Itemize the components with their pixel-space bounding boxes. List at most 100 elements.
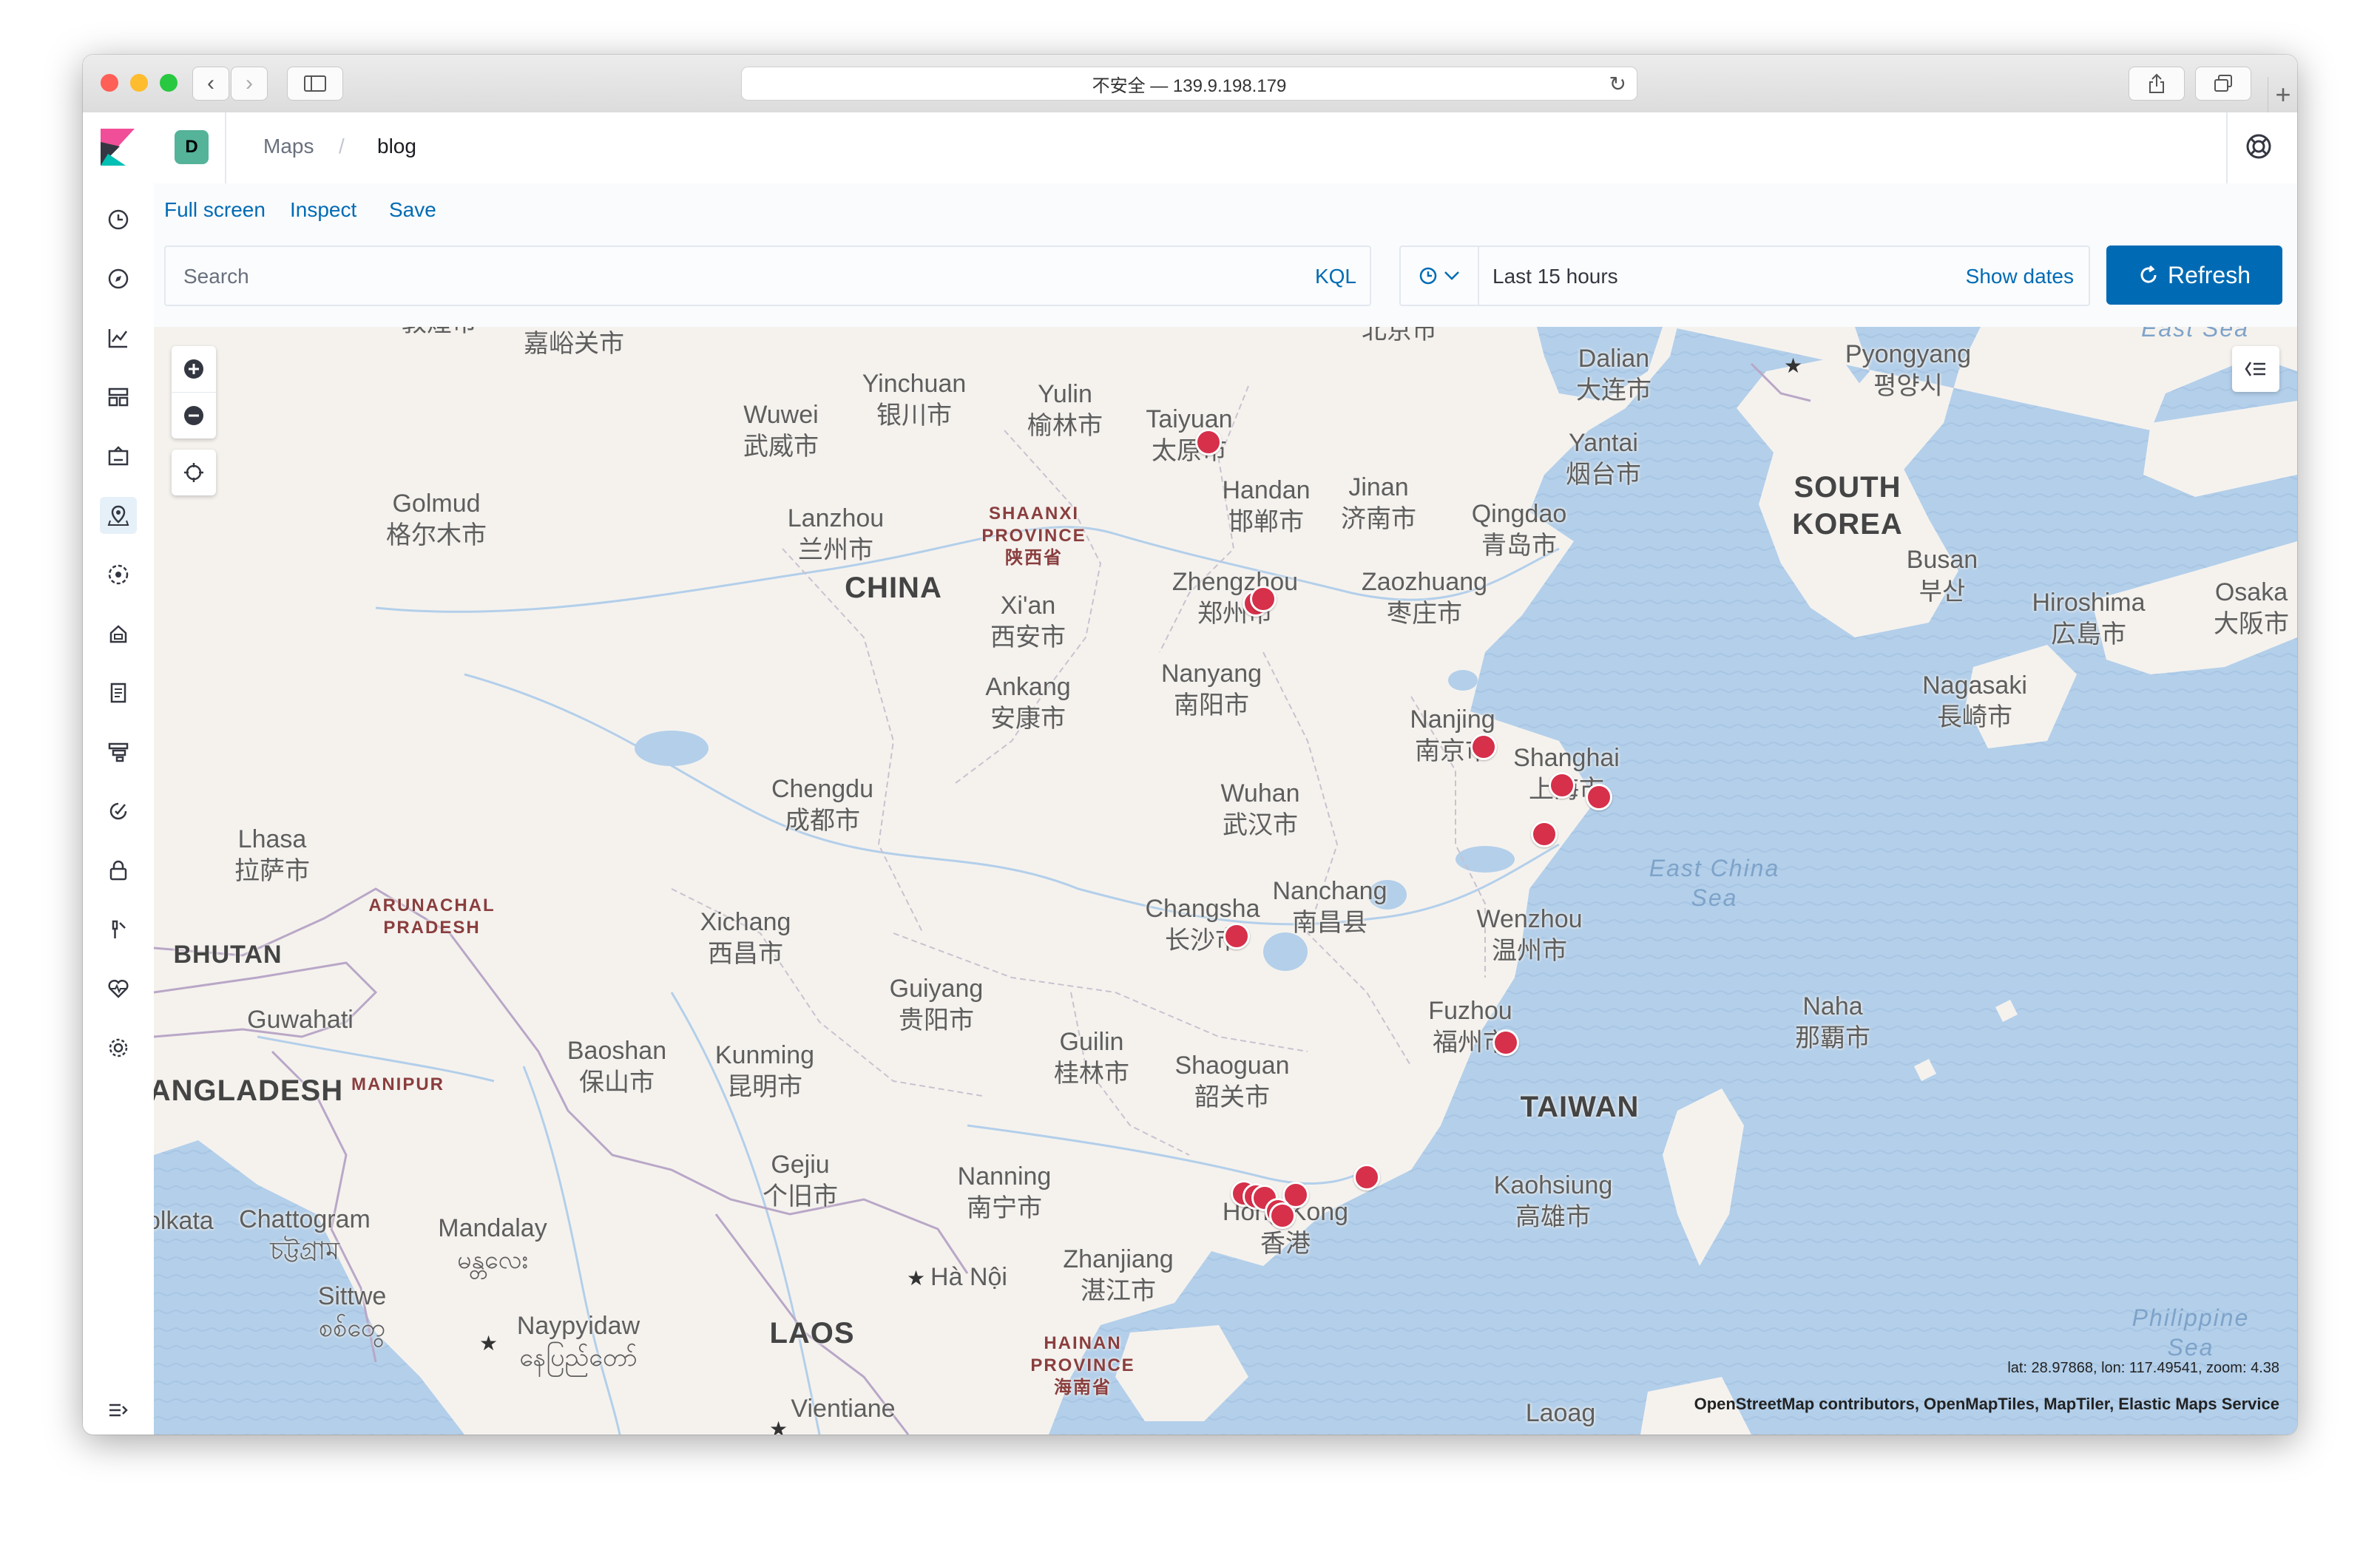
uptime-icon[interactable] [100, 793, 137, 830]
dev-tools-icon[interactable] [100, 911, 137, 948]
zoom-controls [172, 346, 216, 439]
breadcrumb-maps[interactable]: Maps [263, 135, 314, 158]
country-label: BHUTAN [173, 941, 283, 969]
layer-control-toggle[interactable] [2232, 346, 2279, 392]
map-coordinates: lat: 28.97868, lon: 117.49541, zoom: 4.3… [2007, 1360, 2279, 1376]
apm-icon[interactable] [100, 734, 137, 771]
map-label: Nanyang 南阳市 [1160, 660, 1262, 719]
help-icon [2246, 134, 2271, 159]
minimize-window-button[interactable] [130, 74, 148, 92]
set-view-button[interactable] [172, 450, 216, 495]
map-label: Pyongyang 평양시 [1845, 340, 1972, 400]
map-data-point[interactable] [1470, 734, 1497, 760]
zoom-in-icon [184, 359, 203, 379]
map-attribution[interactable]: OpenStreetMap contributors, OpenMapTiles… [1694, 1395, 2279, 1413]
map-data-point[interactable] [1549, 772, 1575, 799]
time-range-label[interactable]: Last 15 hours [1492, 265, 1618, 288]
map-label: Xichang 西昌市 [700, 908, 791, 968]
tabs-overview-button[interactable] [2195, 67, 2251, 101]
map-label: Golmud 格尔木市 [386, 490, 487, 549]
header-divider-right [2226, 112, 2228, 183]
discover-icon[interactable] [100, 260, 137, 297]
map-label: Zhanjiang 湛江市 [1063, 1245, 1174, 1305]
browser-titlebar: ‹ › 不安全 — 139.9.198.179 ↻ + [83, 55, 2297, 113]
forward-button[interactable]: › [231, 67, 268, 101]
kql-toggle[interactable]: KQL [1314, 265, 1356, 288]
maps-app: Full screen Inspect Save KQL Last 15 hou… [154, 183, 2297, 1435]
map-data-point[interactable] [1250, 586, 1277, 612]
sidebar-icon [304, 75, 326, 92]
sidebar-toggle-button[interactable] [287, 67, 343, 101]
map-label: 嘉峪关市 [524, 330, 624, 358]
map-label: Sittwe စစ်တွေ [317, 1282, 387, 1342]
visualize-icon[interactable] [100, 319, 137, 356]
country-label: LAOS [769, 1317, 855, 1350]
inspect-link[interactable]: Inspect [290, 198, 357, 221]
machine-learning-icon[interactable] [100, 556, 137, 593]
map-data-point[interactable] [1269, 1202, 1296, 1229]
map-label: Mandalay မန္တလေး [438, 1214, 547, 1274]
map-label: Zhengzhou 郑州市 [1172, 568, 1299, 628]
chevron-left-icon: ‹ [207, 71, 214, 95]
management-icon[interactable] [100, 1029, 137, 1066]
reload-icon[interactable]: ↻ [1609, 72, 1626, 95]
map-label: Naha 那覇市 [1795, 992, 1870, 1052]
map-label: Qingdao 青岛市 [1471, 500, 1567, 560]
infrastructure-icon[interactable] [100, 615, 137, 652]
map-label: Nanning 南宁市 [957, 1162, 1052, 1222]
space-avatar[interactable]: D [175, 130, 209, 164]
kibana-logo-icon[interactable] [101, 129, 135, 166]
canvas-icon[interactable] [100, 438, 137, 475]
map-label: Guwahati [247, 1006, 354, 1034]
map-label: Baoshan 保山市 [567, 1037, 667, 1097]
query-bar: KQL [164, 246, 1371, 306]
dashboard-icon[interactable] [100, 379, 137, 416]
header-divider [225, 112, 226, 183]
map-label: Wuwei 武威市 [743, 401, 819, 461]
map-label: Naypyidaw နေပြည်တော် [516, 1312, 640, 1372]
maps-icon[interactable] [100, 497, 137, 534]
map-data-point[interactable] [1223, 923, 1250, 949]
full-screen-link[interactable]: Full screen [164, 198, 266, 221]
map-canvas[interactable]: 敦煌市 嘉峪关市 Yinchuan 银川市 Yulin 榆林市 Taiyuan … [154, 327, 2297, 1435]
address-bar[interactable]: 不安全 — 139.9.198.179 ↻ [741, 67, 1637, 101]
map-data-point[interactable] [1531, 821, 1558, 847]
country-label: CHINA [845, 572, 942, 604]
map-data-point[interactable] [1492, 1029, 1519, 1056]
province-label: HAINAN PROVINCE 海南省 [1030, 1333, 1135, 1398]
map-label: Shanghai 上海市 [1513, 744, 1620, 804]
map-label: Yulin 榆林市 [1027, 380, 1103, 440]
map-data-point[interactable] [1353, 1164, 1380, 1191]
new-tab-button[interactable]: + [2268, 77, 2297, 112]
map-label: Lanzhou 兰州市 [787, 504, 885, 564]
quick-select-button[interactable] [1401, 247, 1479, 305]
capital-star-icon: ★ [1784, 354, 1803, 377]
collapse-nav-icon[interactable] [100, 1392, 137, 1429]
map-label: Dalian 大连市 [1576, 345, 1652, 404]
map-data-point[interactable] [1586, 784, 1612, 810]
stack-monitoring-icon[interactable] [100, 970, 137, 1007]
share-icon [2149, 73, 2164, 93]
logs-icon[interactable] [100, 674, 137, 711]
map-label: Hiroshima 広島市 [2032, 589, 2146, 649]
help-button[interactable] [2245, 133, 2275, 163]
country-label: SOUTH KOREA [1792, 471, 1903, 541]
zoom-in-button[interactable] [172, 346, 216, 392]
map-data-point[interactable] [1195, 429, 1222, 456]
map-label: Guilin 桂林市 [1054, 1028, 1129, 1088]
show-dates-link[interactable]: Show dates [1965, 265, 2074, 288]
close-window-button[interactable] [101, 74, 118, 92]
recently-viewed-icon[interactable] [100, 201, 137, 238]
country-label: TAIWAN [1520, 1091, 1640, 1123]
share-button[interactable] [2129, 67, 2185, 101]
map-label: Hà Nội [930, 1263, 1007, 1291]
zoom-out-button[interactable] [172, 392, 216, 439]
back-button[interactable]: ‹ [192, 67, 229, 101]
calendar-clock-icon [1419, 267, 1437, 285]
map-label: Handan 邯郸市 [1222, 476, 1311, 536]
refresh-button[interactable]: Refresh [2106, 246, 2282, 305]
siem-icon[interactable] [100, 852, 137, 889]
save-link[interactable]: Save [389, 198, 436, 221]
zoom-window-button[interactable] [160, 74, 178, 92]
search-input[interactable] [182, 247, 1220, 306]
